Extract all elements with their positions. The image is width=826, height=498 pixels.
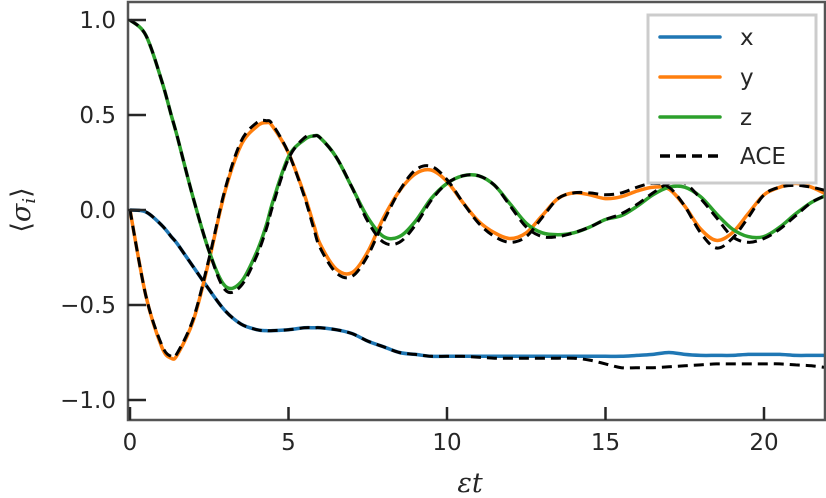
- y-tick-label: −0.5: [60, 293, 116, 319]
- legend-label-z: z: [740, 105, 752, 131]
- x-tick-label: 0: [123, 430, 138, 456]
- y-label-sigma: σ: [6, 202, 37, 222]
- series-ace-x-line: [129, 208, 826, 370]
- axes: 0 5 10 15 20 1.0 0.5 0.0 −0.5 −1.0: [60, 0, 826, 456]
- legend-box: [646, 13, 818, 185]
- y-tick-label: 0.5: [79, 103, 116, 129]
- x-tick-label: 15: [591, 430, 620, 456]
- x-tick-label: 10: [432, 430, 461, 456]
- x-tick-label: 5: [281, 430, 296, 456]
- legend-item-ace: ACE: [660, 144, 786, 170]
- series-x-line: [129, 208, 826, 359]
- legend-label-ace: ACE: [740, 144, 786, 170]
- legend-item-z: z: [658, 105, 752, 131]
- y-tick-label: 0.0: [79, 198, 116, 224]
- x-axis-label: εt: [457, 468, 482, 498]
- series-y-line: [128, 120, 826, 361]
- y-tick-label: −1.0: [60, 388, 116, 414]
- svg-text:⟨σi⟩: ⟨σi⟩: [6, 187, 40, 232]
- y-label-bracket-right: ⟩: [6, 187, 37, 198]
- legend-item-x: x: [658, 25, 754, 51]
- x-tick-label: 20: [749, 430, 778, 456]
- legend: x y z ACE: [646, 13, 818, 185]
- y-axis-label: ⟨σi⟩: [6, 187, 40, 232]
- series-ace-z-line: [128, 18, 826, 295]
- legend-label-x: x: [740, 25, 754, 51]
- y-tick-label: 1.0: [79, 8, 116, 34]
- legend-item-y: y: [658, 65, 754, 91]
- y-label-bracket-left: ⟨: [6, 222, 37, 233]
- y-label-subscript: i: [19, 198, 40, 204]
- legend-label-y: y: [740, 65, 754, 91]
- plot-area: [128, 18, 826, 370]
